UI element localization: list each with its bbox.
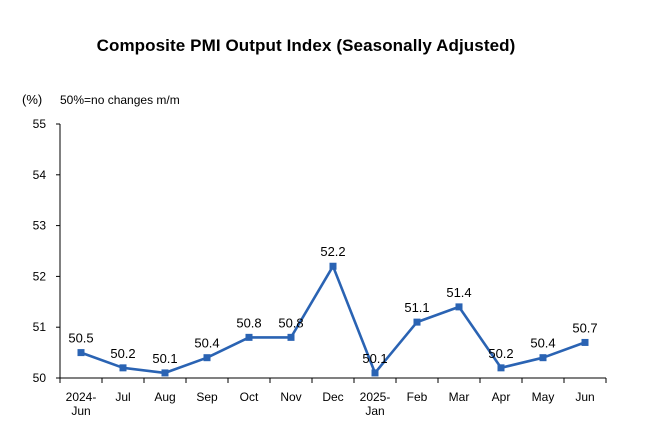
data-label: 50.4 (530, 336, 555, 351)
y-unit-label: (%) (22, 92, 43, 107)
data-point (581, 338, 589, 346)
y-tick-label: 55 (33, 117, 47, 131)
data-point (497, 364, 505, 372)
data-label: 50.2 (110, 346, 135, 361)
data-point (287, 333, 295, 341)
x-tick-label: 2025- (360, 390, 391, 404)
data-label: 50.8 (278, 315, 303, 330)
x-tick-label: Jan (365, 404, 384, 418)
x-tick-label: Sep (196, 390, 218, 404)
y-tick-label: 54 (33, 168, 47, 182)
x-tick-label: Mar (449, 390, 470, 404)
y-tick-label: 53 (33, 219, 47, 233)
chart-note: 50%=no changes m/m (60, 93, 180, 107)
x-tick-label: Nov (280, 390, 301, 404)
x-tick-label: Dec (322, 390, 343, 404)
data-label: 50.4 (194, 336, 219, 351)
data-label: 50.2 (488, 346, 513, 361)
y-tick-label: 50 (33, 371, 47, 385)
data-point (329, 262, 337, 270)
data-label: 50.5 (68, 331, 93, 346)
x-tick-label: Jun (71, 404, 90, 418)
data-point (413, 318, 421, 326)
x-tick-label: Oct (240, 390, 259, 404)
data-point (119, 364, 127, 372)
x-tick-label: 2024- (66, 390, 97, 404)
data-point (77, 349, 85, 357)
data-point (455, 303, 463, 311)
x-tick-label: Jun (575, 390, 594, 404)
x-tick-label: May (532, 390, 555, 404)
data-label: 50.1 (152, 351, 177, 366)
y-tick-label: 51 (33, 320, 47, 334)
data-label: 52.2 (320, 244, 345, 259)
data-point (539, 354, 547, 362)
data-label: 50.8 (236, 315, 261, 330)
y-tick-label: 52 (33, 269, 47, 283)
x-tick-label: Jul (115, 390, 130, 404)
x-tick-label: Aug (154, 390, 175, 404)
data-label: 51.1 (404, 300, 429, 315)
data-point (203, 354, 211, 362)
data-point (161, 369, 169, 377)
data-label: 50.7 (572, 320, 597, 335)
x-tick-label: Apr (492, 390, 511, 404)
data-point (371, 369, 379, 377)
data-label: 50.1 (362, 351, 387, 366)
x-tick-label: Feb (407, 390, 428, 404)
data-point (245, 333, 253, 341)
data-label: 51.4 (446, 285, 471, 300)
chart-title: Composite PMI Output Index (Seasonally A… (96, 36, 516, 55)
